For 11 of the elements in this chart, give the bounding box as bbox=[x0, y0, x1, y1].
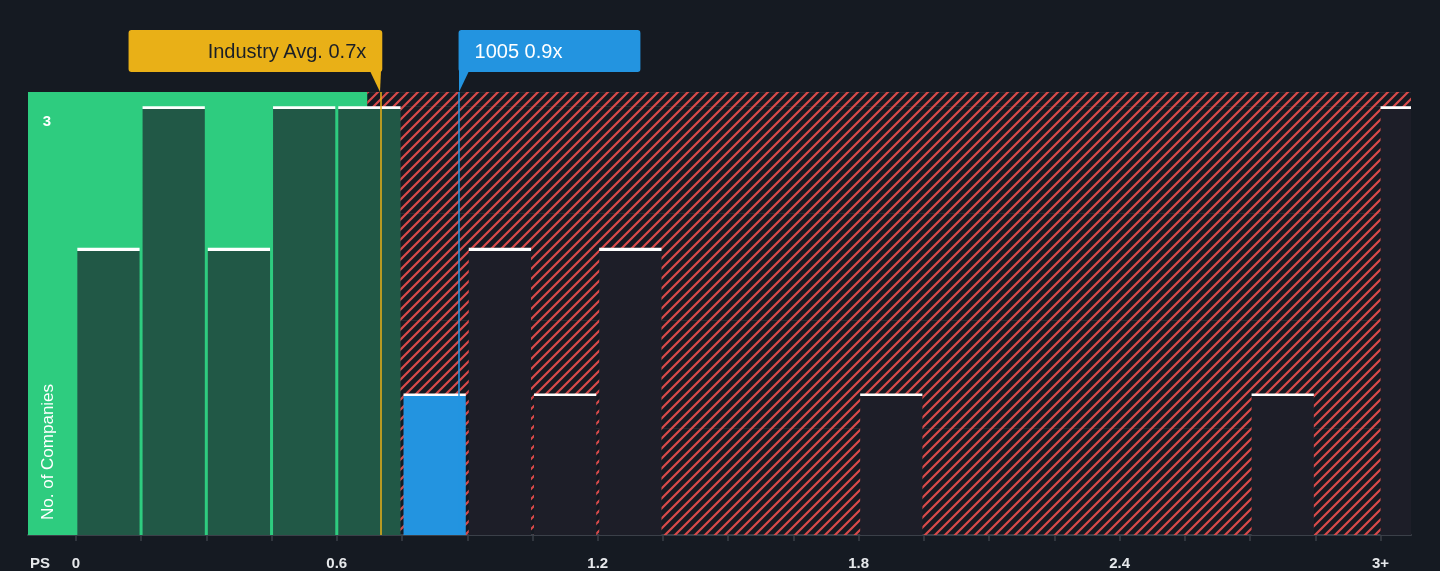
x-tick-label: 1.2 bbox=[587, 554, 609, 571]
y-axis-title: No. of Companies bbox=[37, 383, 57, 520]
annotation: 3 bbox=[42, 111, 52, 129]
x-tick-label: 1.8 bbox=[848, 554, 870, 571]
x-tick-label: 3+ bbox=[1372, 554, 1390, 571]
ref-line-label: Industry Avg. 0.7x bbox=[207, 40, 367, 62]
x-axis-title: PS bbox=[29, 553, 51, 571]
x-tick-label: 2.4 bbox=[1109, 554, 1131, 571]
ref-line-label: 1005 0.9x bbox=[474, 40, 563, 62]
x-tick-label: 0 bbox=[71, 554, 81, 571]
x-tick-label: 0.6 bbox=[326, 554, 348, 571]
